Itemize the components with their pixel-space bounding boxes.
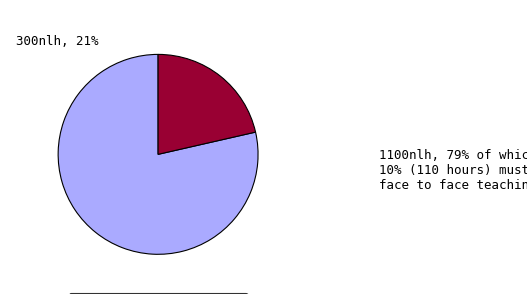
Legend: Stage 1, Stage 2: Stage 1, Stage 2	[69, 293, 248, 294]
Wedge shape	[58, 54, 258, 254]
Text: 1100nlh, 79% of which at least
10% (110 hours) must involve
face to face teachin: 1100nlh, 79% of which at least 10% (110 …	[379, 149, 527, 192]
Text: 300nlh, 21%: 300nlh, 21%	[16, 35, 99, 48]
Wedge shape	[158, 54, 256, 154]
